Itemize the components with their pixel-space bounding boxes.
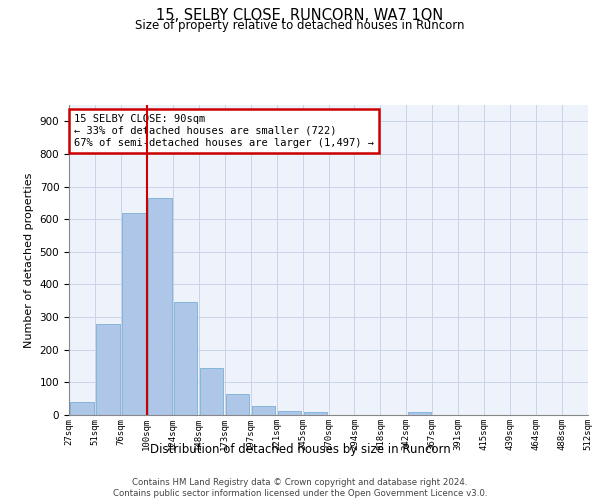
- Text: Distribution of detached houses by size in Runcorn: Distribution of detached houses by size …: [149, 442, 451, 456]
- Bar: [174, 302, 197, 415]
- Text: 15 SELBY CLOSE: 90sqm
← 33% of detached houses are smaller (722)
67% of semi-det: 15 SELBY CLOSE: 90sqm ← 33% of detached …: [74, 114, 374, 148]
- Text: 15, SELBY CLOSE, RUNCORN, WA7 1QN: 15, SELBY CLOSE, RUNCORN, WA7 1QN: [157, 8, 443, 22]
- Bar: [70, 402, 94, 415]
- Bar: [96, 324, 119, 415]
- Bar: [148, 198, 172, 415]
- Bar: [407, 412, 431, 415]
- Y-axis label: Number of detached properties: Number of detached properties: [24, 172, 34, 348]
- Text: Contains HM Land Registry data © Crown copyright and database right 2024.
Contai: Contains HM Land Registry data © Crown c…: [113, 478, 487, 498]
- Bar: [226, 394, 250, 415]
- Bar: [304, 412, 327, 415]
- Bar: [122, 212, 146, 415]
- Bar: [252, 406, 275, 415]
- Text: Size of property relative to detached houses in Runcorn: Size of property relative to detached ho…: [135, 19, 465, 32]
- Bar: [200, 368, 223, 415]
- Bar: [278, 411, 301, 415]
